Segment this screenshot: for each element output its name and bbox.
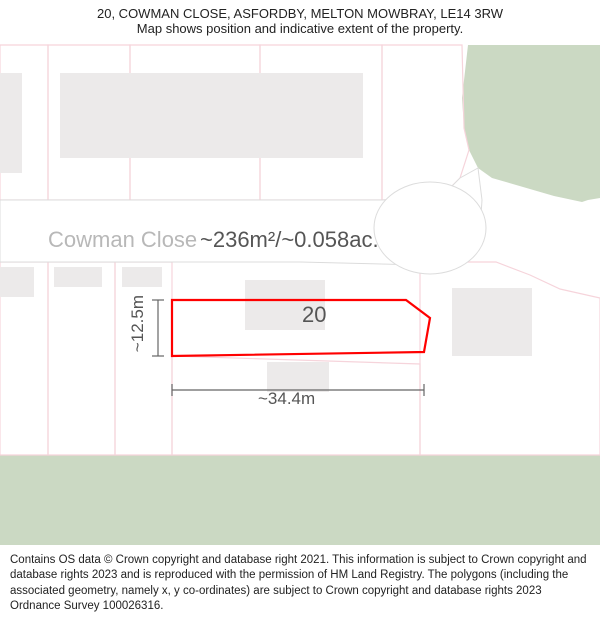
dimension-height-label: ~12.5m bbox=[128, 295, 148, 352]
dimension-width-label: ~34.4m bbox=[258, 389, 315, 409]
house-number-label: 20 bbox=[302, 302, 326, 328]
cul-de-sac bbox=[374, 182, 486, 274]
map-svg bbox=[0, 0, 600, 545]
map-area: Cowman Close ~236m²/~0.058ac. 20 ~12.5m … bbox=[0, 0, 600, 545]
building-1 bbox=[60, 73, 363, 158]
street-name-label: Cowman Close bbox=[48, 227, 197, 253]
header: 20, COWMAN CLOSE, ASFORDBY, MELTON MOWBR… bbox=[0, 0, 600, 40]
building-6 bbox=[267, 362, 329, 392]
header-title: 20, COWMAN CLOSE, ASFORDBY, MELTON MOWBR… bbox=[10, 6, 590, 21]
green-area-1 bbox=[0, 455, 600, 545]
building-3 bbox=[54, 267, 102, 287]
building-7 bbox=[452, 288, 532, 356]
header-subtitle: Map shows position and indicative extent… bbox=[10, 21, 590, 36]
building-0 bbox=[0, 73, 22, 173]
area-size-label: ~236m²/~0.058ac. bbox=[200, 227, 379, 253]
footer-copyright: Contains OS data © Crown copyright and d… bbox=[0, 547, 600, 625]
building-2 bbox=[0, 267, 34, 297]
building-4 bbox=[122, 267, 162, 287]
